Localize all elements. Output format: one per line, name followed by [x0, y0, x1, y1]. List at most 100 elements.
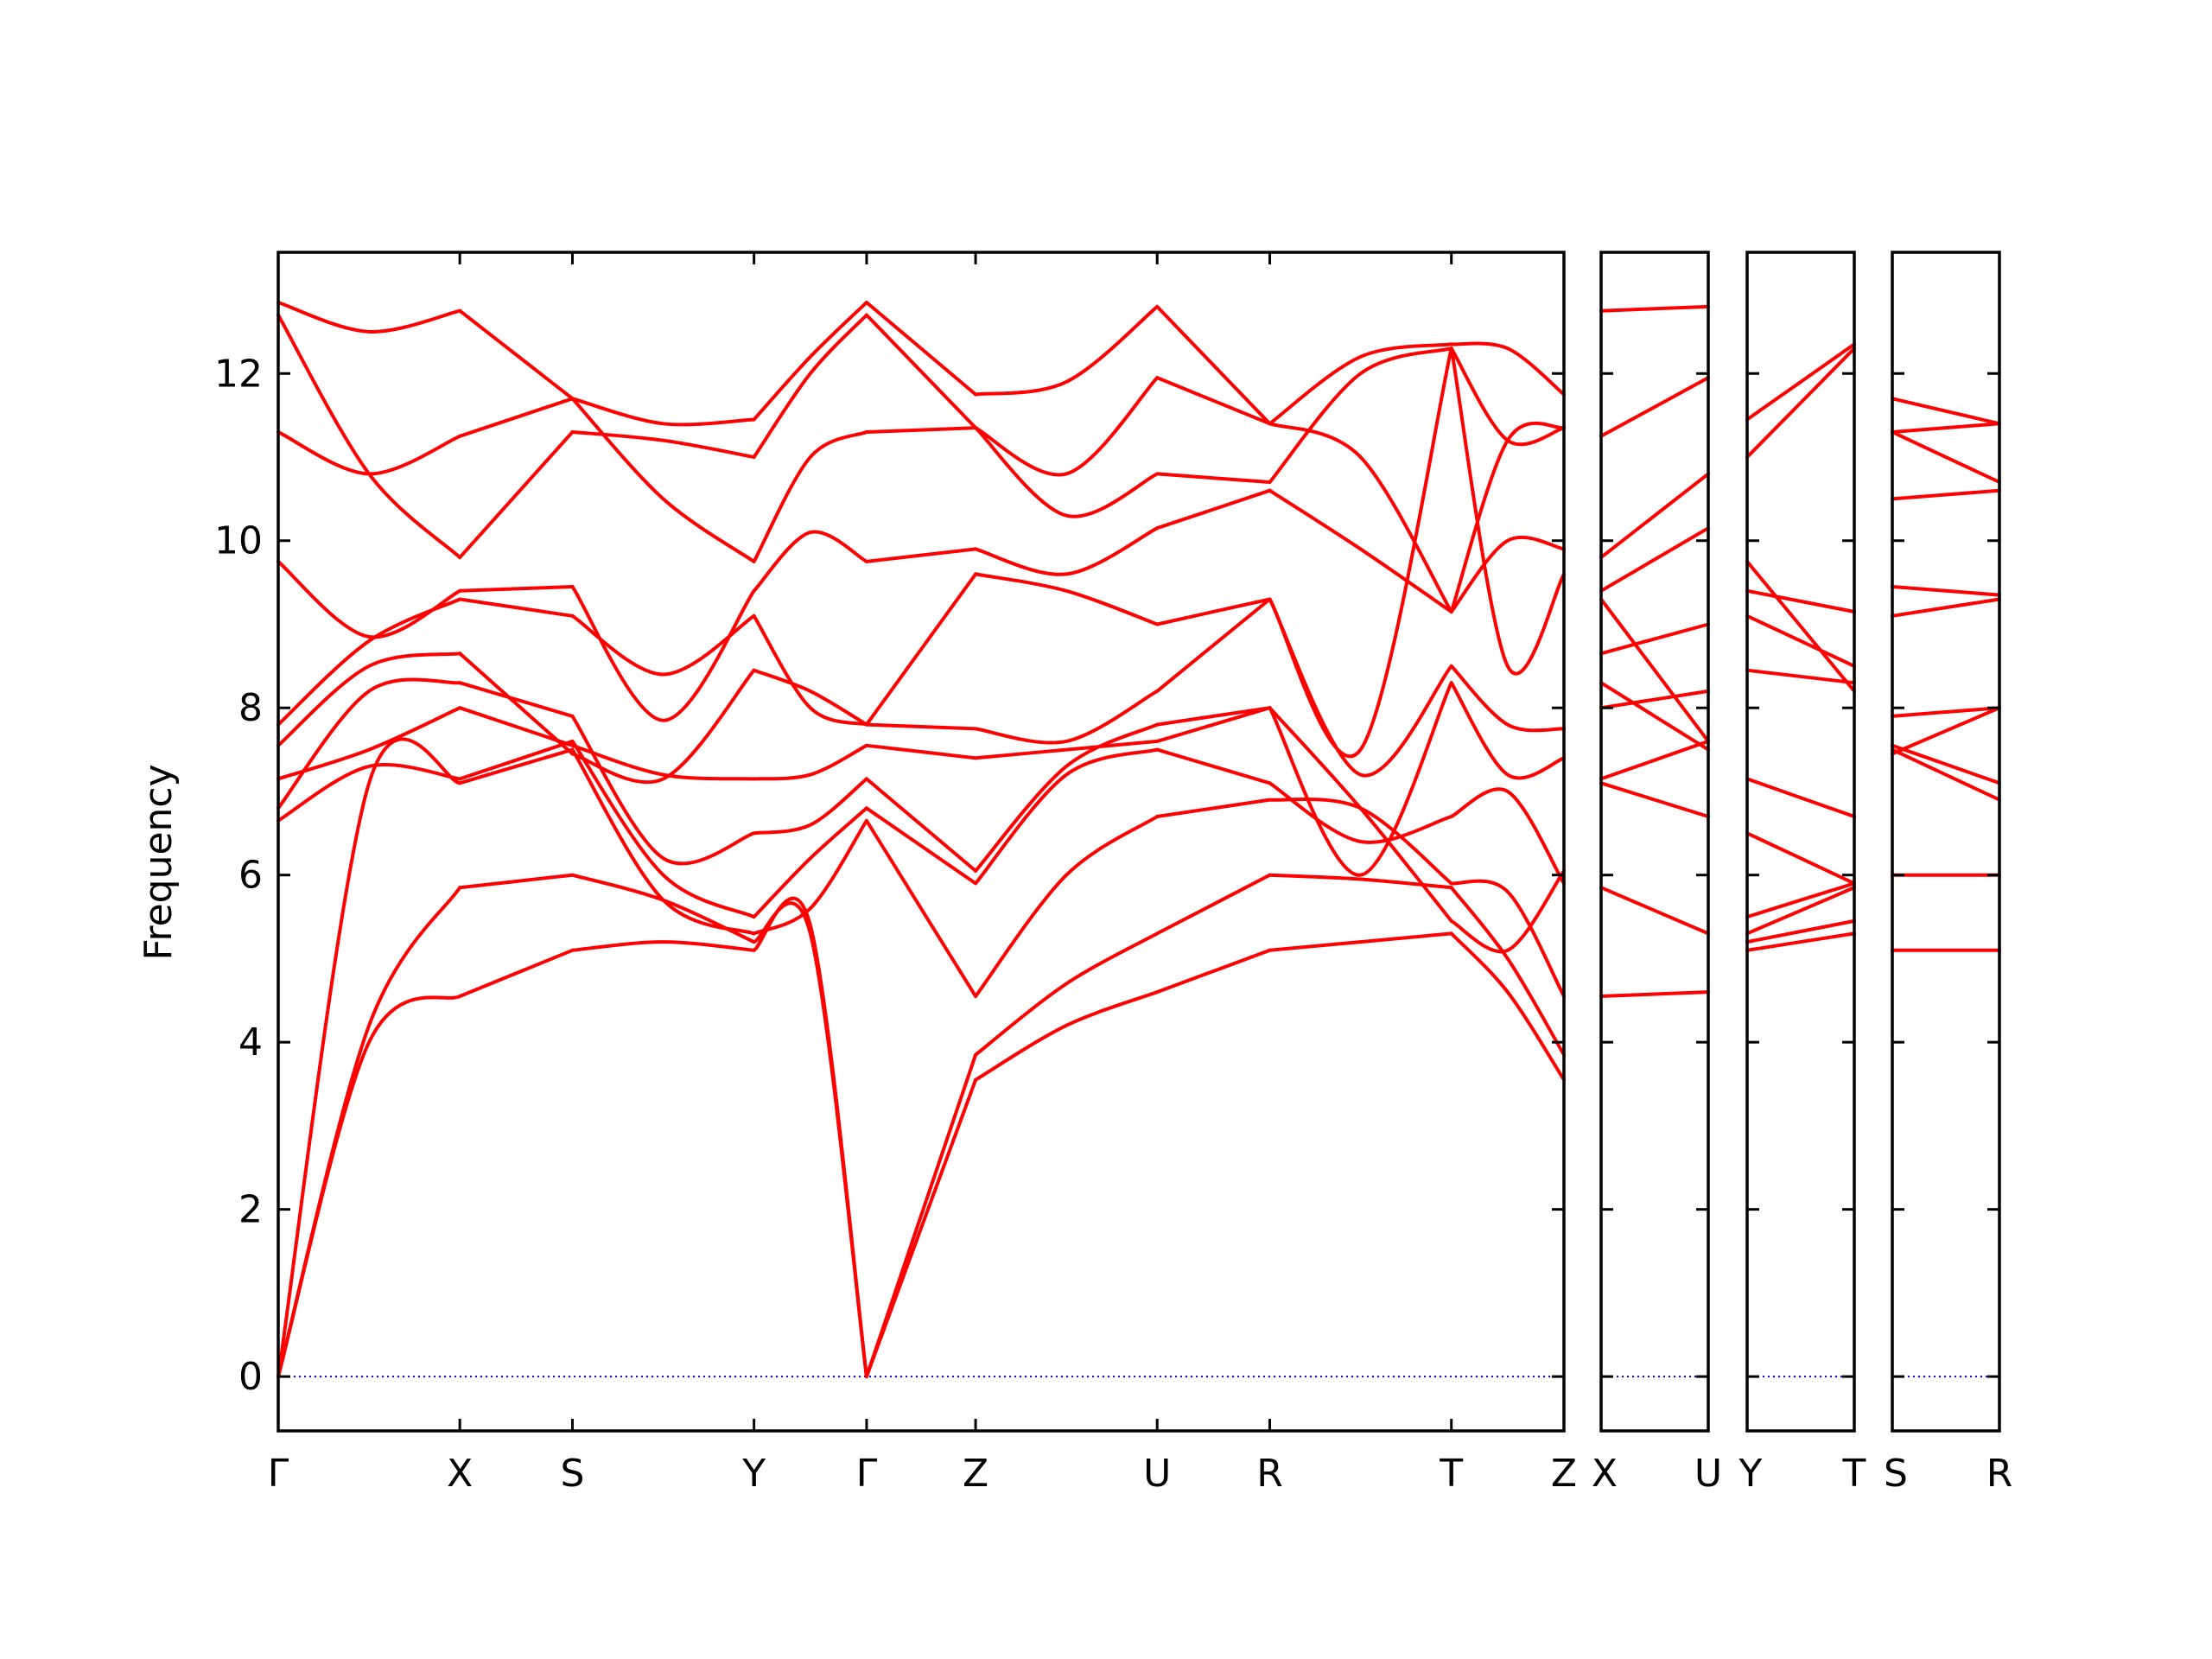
band-3-U-R — [1155, 798, 1272, 818]
band-5-Y-Γ — [752, 777, 868, 836]
x-tick-label: R — [1986, 1452, 2013, 1496]
band-12-R-T — [1268, 342, 1453, 426]
band-8-S-Y — [570, 613, 756, 677]
band-11-Z-U — [974, 376, 1160, 477]
band-11-R-T — [1268, 422, 1453, 613]
band-11-Γ-Z — [864, 313, 978, 430]
band-11-S-Y — [570, 430, 756, 459]
x-tick-label: Γ — [268, 1452, 289, 1496]
band-4-Z-U — [974, 747, 1160, 886]
bands-layer — [276, 301, 2001, 1379]
x-tick-label: Γ — [856, 1452, 878, 1496]
band-3-Γ-Z — [864, 818, 978, 998]
band-10-X-U — [1599, 472, 1710, 560]
band-7-X-S — [458, 652, 575, 756]
x-tick-label: S — [561, 1452, 585, 1496]
band-12-T-Z — [1449, 341, 1566, 397]
band-7-Γ-Z — [864, 722, 978, 731]
band-4-S-Y — [570, 739, 756, 919]
panel-frame-1 — [276, 251, 1566, 1433]
band-6-Y-T — [1745, 777, 1856, 818]
band-9-Y-Γ — [752, 530, 868, 593]
band-12-X-U — [1599, 304, 1710, 313]
y-tick-label: 12 — [214, 352, 263, 396]
x-tick-label: Z — [963, 1452, 988, 1496]
band-12-Γ-X — [276, 301, 462, 334]
band-7-Y-Γ — [752, 668, 868, 727]
band-6-X-U — [1599, 681, 1710, 752]
band-2-R-T — [1268, 873, 1453, 890]
band-7-S-Y — [570, 668, 756, 785]
band-2-Y-T — [1745, 918, 1856, 944]
band-11-U-R — [1155, 376, 1272, 426]
band-8-U-R — [1155, 597, 1272, 626]
band-2-Γ-Z — [864, 1052, 978, 1379]
band-2-Z-U — [974, 931, 1160, 1057]
band-12-Z-U — [974, 304, 1160, 397]
x-tick-label: Y — [1738, 1452, 1763, 1496]
band-12-Y-T — [1745, 342, 1856, 422]
band-11-Γ-X — [276, 313, 462, 560]
band-5-Y-T — [1745, 831, 1856, 886]
band-4-Y-T — [1745, 881, 1856, 919]
band-5-Γ-Z — [864, 777, 978, 873]
band-10-Z-U — [974, 426, 1160, 518]
band-12-U-R — [1155, 304, 1272, 426]
band-11-X-S — [458, 430, 575, 560]
y-axis-label: Frequency — [137, 764, 181, 960]
band-3-S-R — [1891, 747, 2001, 802]
band-9-X-U — [1599, 526, 1710, 593]
band-8-Γ-Z — [864, 572, 978, 727]
x-tick-label: U — [1143, 1452, 1171, 1496]
band-3-X-S — [458, 747, 575, 785]
x-tick-label: T — [1439, 1452, 1463, 1496]
x-tick-label: U — [1694, 1452, 1722, 1496]
band-10-R-T — [1268, 346, 1453, 484]
band-1-T-Z — [1449, 931, 1566, 1082]
y-tick-label: 6 — [238, 854, 263, 898]
band-6-Y-Γ — [752, 743, 868, 781]
band-7-X-U — [1599, 622, 1710, 656]
band-8-X-S — [458, 597, 575, 618]
band-4-R-T — [1268, 781, 1453, 844]
band-4-Y-Γ — [752, 806, 868, 919]
band-3-Γ-X — [276, 737, 462, 1379]
band-9-S-Y — [570, 585, 756, 722]
band-10-T-Z — [1449, 346, 1566, 447]
band-12-S-Y — [570, 397, 756, 427]
band-9-Γ-Z — [864, 547, 978, 563]
band-6-R-T — [1268, 681, 1453, 877]
band-1-X-S — [458, 948, 575, 998]
band-1-X-U — [1599, 990, 1710, 998]
band-6-X-S — [458, 706, 575, 747]
band-4-S-R — [1891, 743, 2001, 785]
band-4-Γ-X — [276, 763, 462, 823]
x-tick-label: Y — [741, 1452, 766, 1496]
band-5-Γ-X — [276, 677, 462, 810]
band-1-S-Y — [570, 940, 756, 952]
band-10-S-Y — [570, 397, 756, 563]
band-5-S-R — [1891, 706, 2001, 756]
band-12-Y-Γ — [752, 301, 868, 422]
band-9-S-R — [1891, 488, 2001, 501]
panel-frames — [276, 251, 2001, 1433]
band-4-Γ-Z — [864, 806, 978, 886]
band-12-S-R — [1891, 397, 2001, 426]
band-8-Y-Γ — [752, 613, 868, 727]
band-2-U-R — [1155, 873, 1272, 936]
band-9-X-S — [458, 585, 575, 593]
band-9-Z-U — [974, 526, 1160, 576]
x-tick-label: X — [447, 1452, 473, 1496]
band-3-T-Z — [1449, 879, 1566, 998]
band-8-T-Z — [1449, 346, 1566, 676]
band-10-U-R — [1155, 472, 1272, 484]
band-10-Y-T — [1745, 559, 1856, 693]
band-10-S-R — [1891, 430, 2001, 484]
band-8-Z-U — [974, 572, 1160, 626]
y-tick-label: 4 — [238, 1020, 263, 1065]
band-1-U-R — [1155, 948, 1272, 995]
band-12-Γ-Z — [864, 301, 978, 397]
band-7-Z-U — [974, 689, 1160, 745]
band-2-X-S — [458, 873, 575, 890]
